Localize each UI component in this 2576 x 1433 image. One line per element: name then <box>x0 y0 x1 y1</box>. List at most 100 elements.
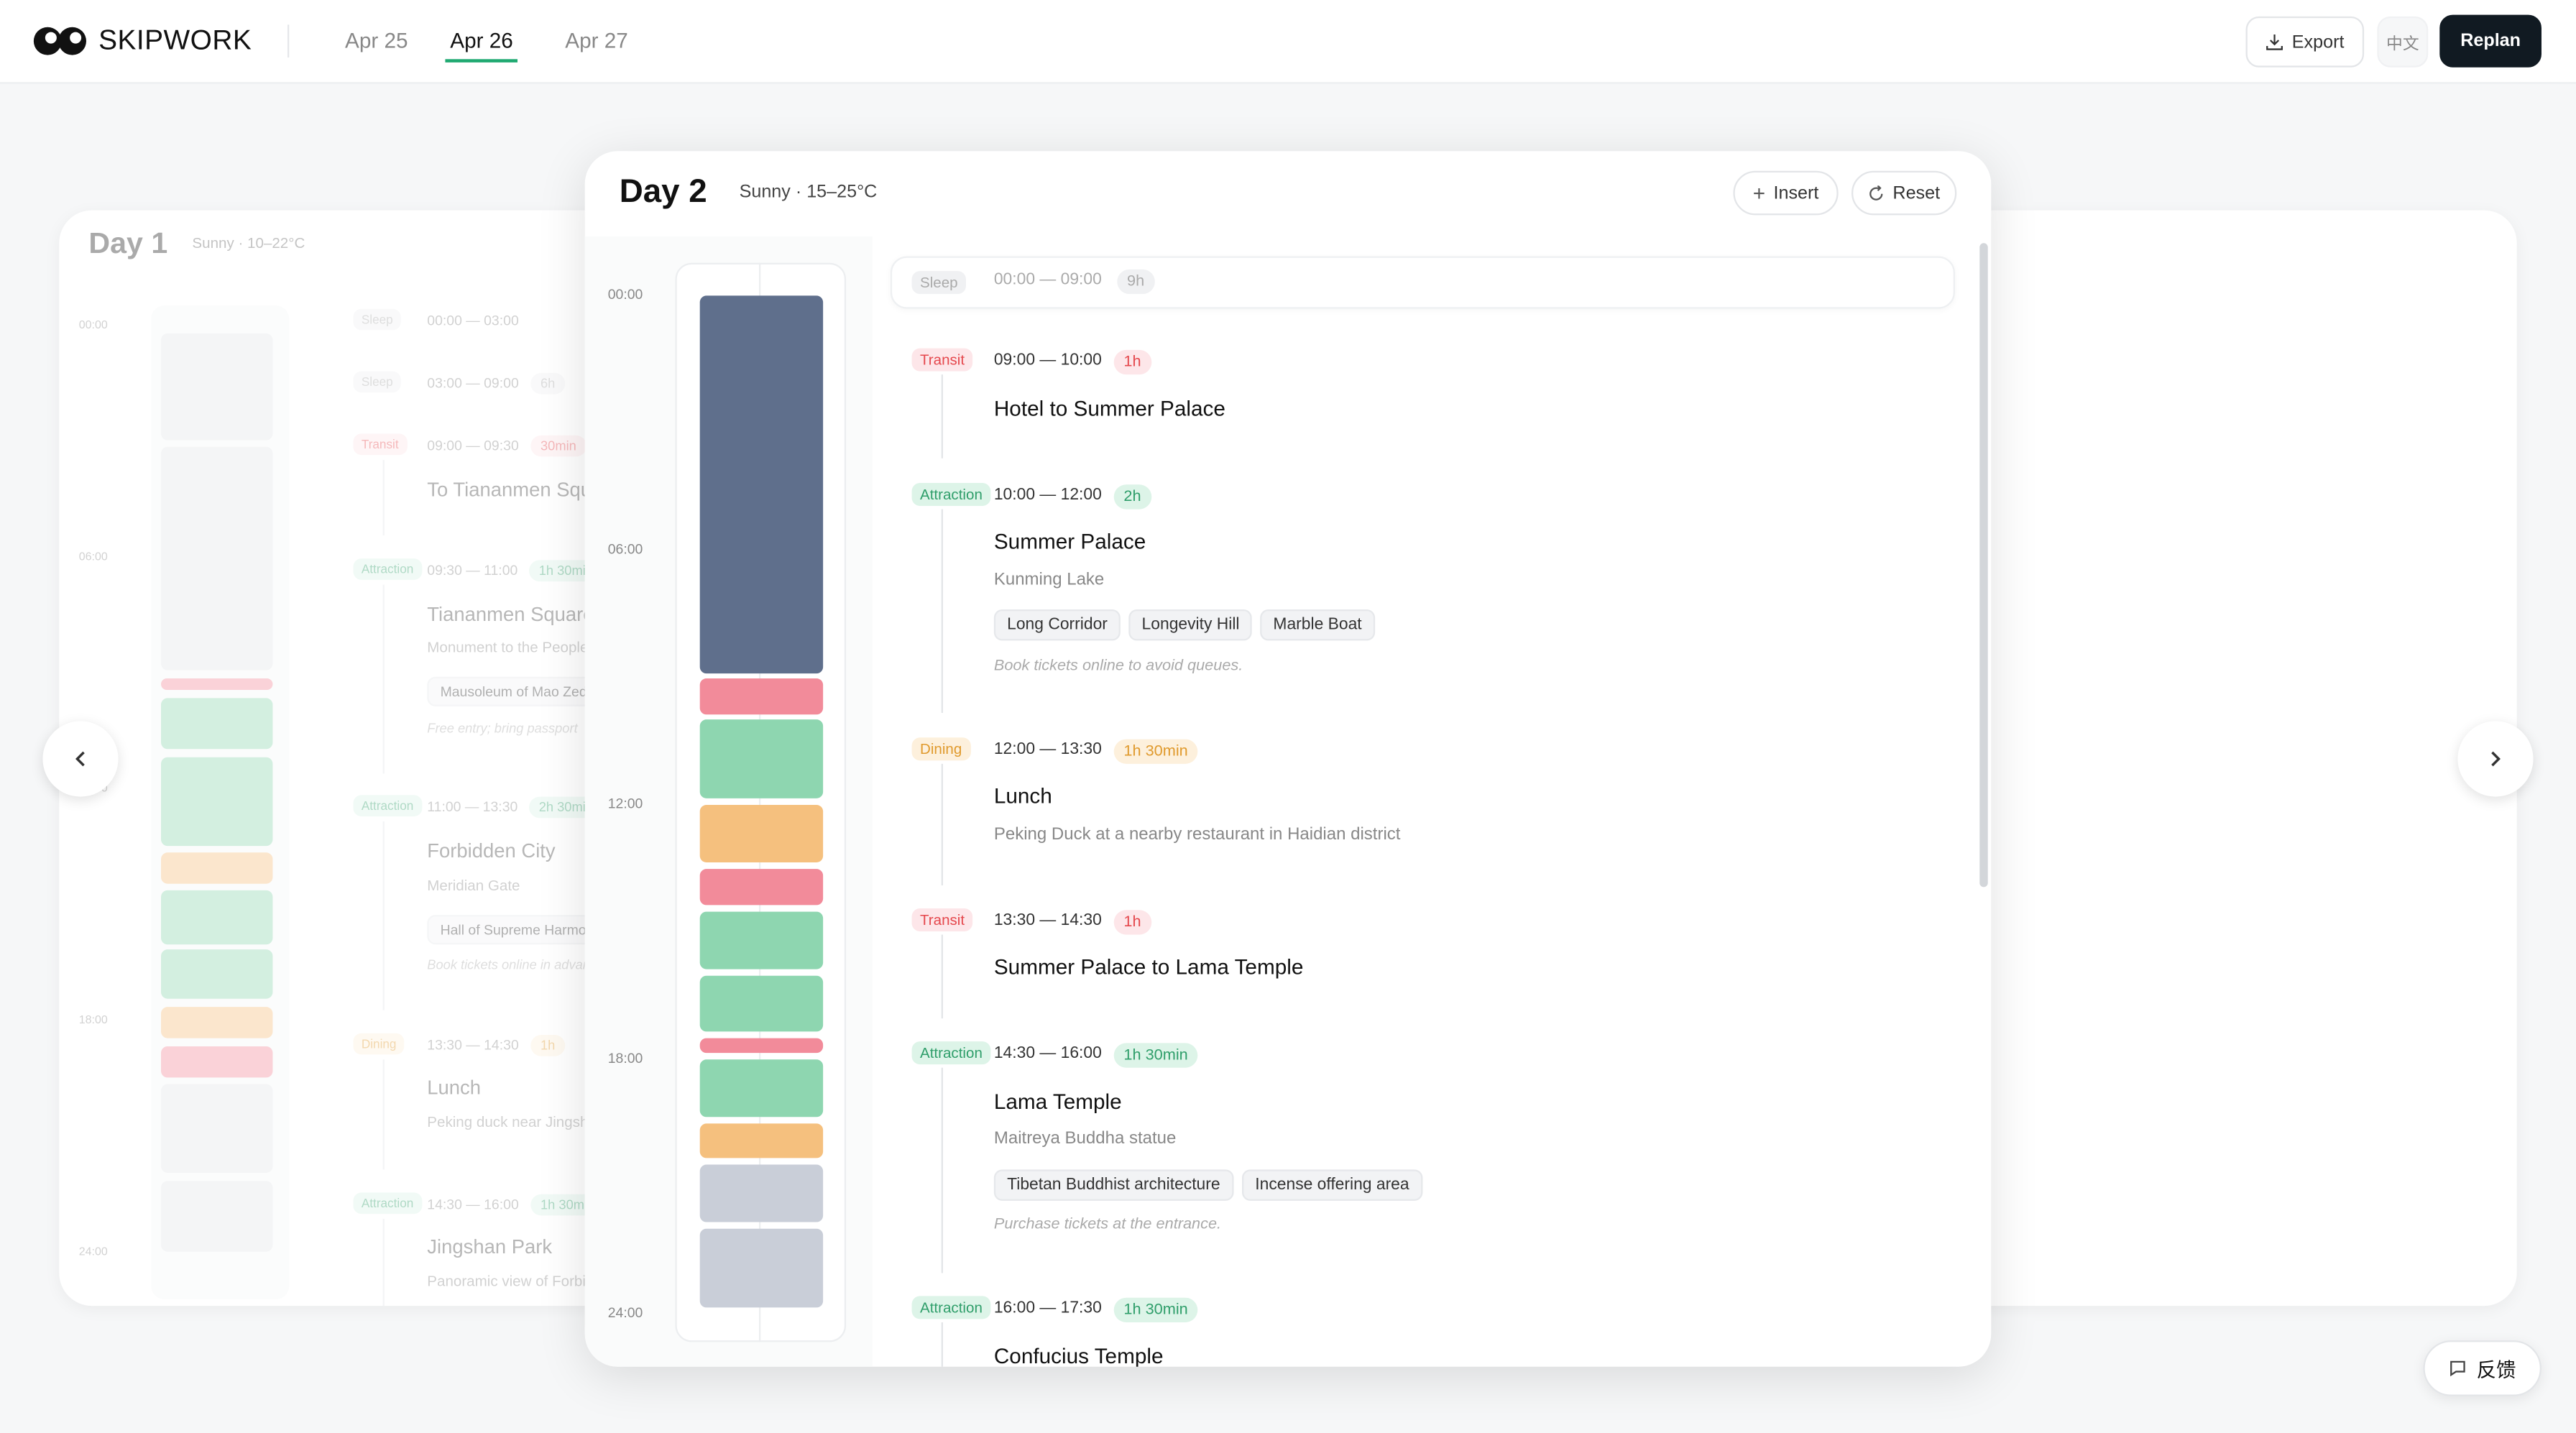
timeline-block <box>160 1007 273 1038</box>
activity-tag: Transit <box>353 433 408 456</box>
tag-chip: Mausoleum of Mao Zedong <box>427 676 602 707</box>
duration-badge: 9h <box>1117 269 1154 295</box>
scrollbar[interactable] <box>1979 243 1988 888</box>
connector-line <box>382 584 385 774</box>
time-range: 14:30 — 16:00 <box>427 1195 519 1212</box>
activity-subtitle: Maitreya Buddha statue <box>993 1128 1177 1149</box>
duration-badge: 1h 30min <box>1113 1298 1198 1323</box>
activity-note: Free entry; bring passport <box>427 720 578 736</box>
chevron-right <box>2491 751 2501 767</box>
insert-button[interactable]: + Insert <box>1733 170 1839 216</box>
activity-note: Book tickets online in advance <box>427 957 602 973</box>
activity-note: Book tickets online to avoid queues. <box>993 656 1243 675</box>
timeline-block <box>160 1181 273 1252</box>
replan-button[interactable]: Replan <box>2439 14 2542 68</box>
connector-line <box>941 1068 943 1273</box>
language-button[interactable]: 中文 <box>2377 16 2429 68</box>
tag-chip: Hall of Supreme Harmony <box>427 913 602 944</box>
duration-badge: 2h <box>1113 484 1151 509</box>
hour-label: 06:00 <box>607 540 643 557</box>
timeline-block <box>160 446 273 671</box>
timeline-block <box>699 1059 824 1118</box>
tag-chip: Incense offering area <box>1241 1169 1422 1201</box>
activity-title: Tiananmen Square <box>427 602 594 625</box>
hour-label: 06:00 <box>78 551 108 563</box>
activity-title: Confucius Temple <box>993 1343 1164 1367</box>
activity-tag: Attraction <box>911 1296 991 1320</box>
export-icon <box>2266 34 2283 50</box>
weather: Sunny · 10–22°C <box>192 234 305 252</box>
timeline-block <box>699 678 824 715</box>
activity-tag: Transit <box>911 348 973 372</box>
activity-title: Forbidden City <box>427 839 556 862</box>
duration-badge: 30min <box>530 435 586 457</box>
duration-badge: 1h <box>1113 909 1151 934</box>
time-range: 09:00 — 09:30 <box>427 436 519 453</box>
duration-badge: 1h <box>530 1034 566 1056</box>
activity-title: Lama Temple <box>993 1089 1122 1114</box>
prev-day-button[interactable] <box>42 721 119 797</box>
activity-subtitle: Panoramic view of Forbidden City <box>427 1273 601 1290</box>
timeline-block <box>699 1164 824 1222</box>
date-tab[interactable]: Apr 27 <box>565 27 628 53</box>
duration-badge: 1h <box>1113 349 1151 375</box>
activity-subtitle: Peking Duck at a nearby restaurant in Ha… <box>993 824 1401 844</box>
activity-tag: Sleep <box>353 308 402 331</box>
activity-title: Summer Palace to Lama Temple <box>993 954 1304 980</box>
hour-label: 12:00 <box>607 795 643 812</box>
time-range: 03:00 — 09:00 <box>427 374 519 391</box>
activity-tag: Dining <box>911 737 970 760</box>
tag-chip: Longevity Hill <box>1128 609 1253 641</box>
activity-subtitle: Monument to the People's Heroes <box>427 640 601 656</box>
day-title: Day 1 <box>88 226 168 260</box>
activity-subtitle: Meridian Gate <box>427 877 520 893</box>
duration-badge: 6h <box>530 372 566 395</box>
timeline-block <box>699 1038 824 1054</box>
activity-title: To Tiananmen Square <box>427 477 602 501</box>
hour-label: 18:00 <box>78 1015 108 1027</box>
timeline-block <box>160 852 273 884</box>
export-button[interactable]: Export <box>2245 16 2365 68</box>
reset-button[interactable]: Reset <box>1851 170 1957 216</box>
activity-tag: Attraction <box>353 558 422 580</box>
timeline-block <box>160 333 273 441</box>
date-tab[interactable]: Apr 25 <box>344 27 408 53</box>
activity-title: Summer Palace <box>993 529 1146 554</box>
time-range: 09:30 — 11:00 <box>427 561 518 579</box>
sleep-row <box>890 256 1955 309</box>
connector-line <box>382 1059 385 1170</box>
activity-title: Jingshan Park <box>427 1235 553 1259</box>
feedback-button[interactable]: 反馈 <box>2423 1340 2542 1396</box>
reset-icon <box>1869 185 1883 200</box>
activity-tag: Dining <box>353 1033 405 1054</box>
timeline-block <box>160 698 273 750</box>
timeline-block <box>699 804 824 862</box>
feedback-label: 反馈 <box>2476 1358 2516 1381</box>
time-range: 09:00 — 10:00 <box>993 351 1102 370</box>
timeline-block <box>699 911 824 969</box>
activity-tag: Attraction <box>353 1192 422 1214</box>
day2-panel: Day 2 Sunny · 15–25°C + Insert Reset 00:0… <box>584 151 1992 1367</box>
time-range: 16:00 — 17:30 <box>993 1299 1102 1318</box>
duration-badge: 1h 30min <box>1113 1043 1198 1069</box>
time-range: 13:30 — 14:30 <box>993 911 1102 929</box>
next-day-button[interactable] <box>2457 721 2534 797</box>
hour-label: 24:00 <box>78 1246 108 1258</box>
activity-tag: Attraction <box>353 796 422 817</box>
timeline-block <box>699 1123 824 1158</box>
activity-note: Purchase tickets at the entrance. <box>993 1216 1222 1235</box>
activity-tag: Sleep <box>911 271 967 295</box>
date-tab[interactable]: Apr 26 <box>450 27 513 53</box>
time-range: 00:00 — 09:00 <box>993 271 1102 290</box>
hour-label: 00:00 <box>607 285 643 303</box>
timeline-block <box>160 890 273 945</box>
timeline-block <box>699 869 824 906</box>
chat-icon <box>2451 1360 2466 1377</box>
insert-label: Insert <box>1773 183 1819 203</box>
connector-line <box>941 762 943 885</box>
timeline-block <box>699 975 824 1032</box>
activity-tag: Attraction <box>911 482 991 506</box>
time-range: 12:00 — 13:30 <box>993 739 1102 759</box>
logo <box>33 27 86 55</box>
